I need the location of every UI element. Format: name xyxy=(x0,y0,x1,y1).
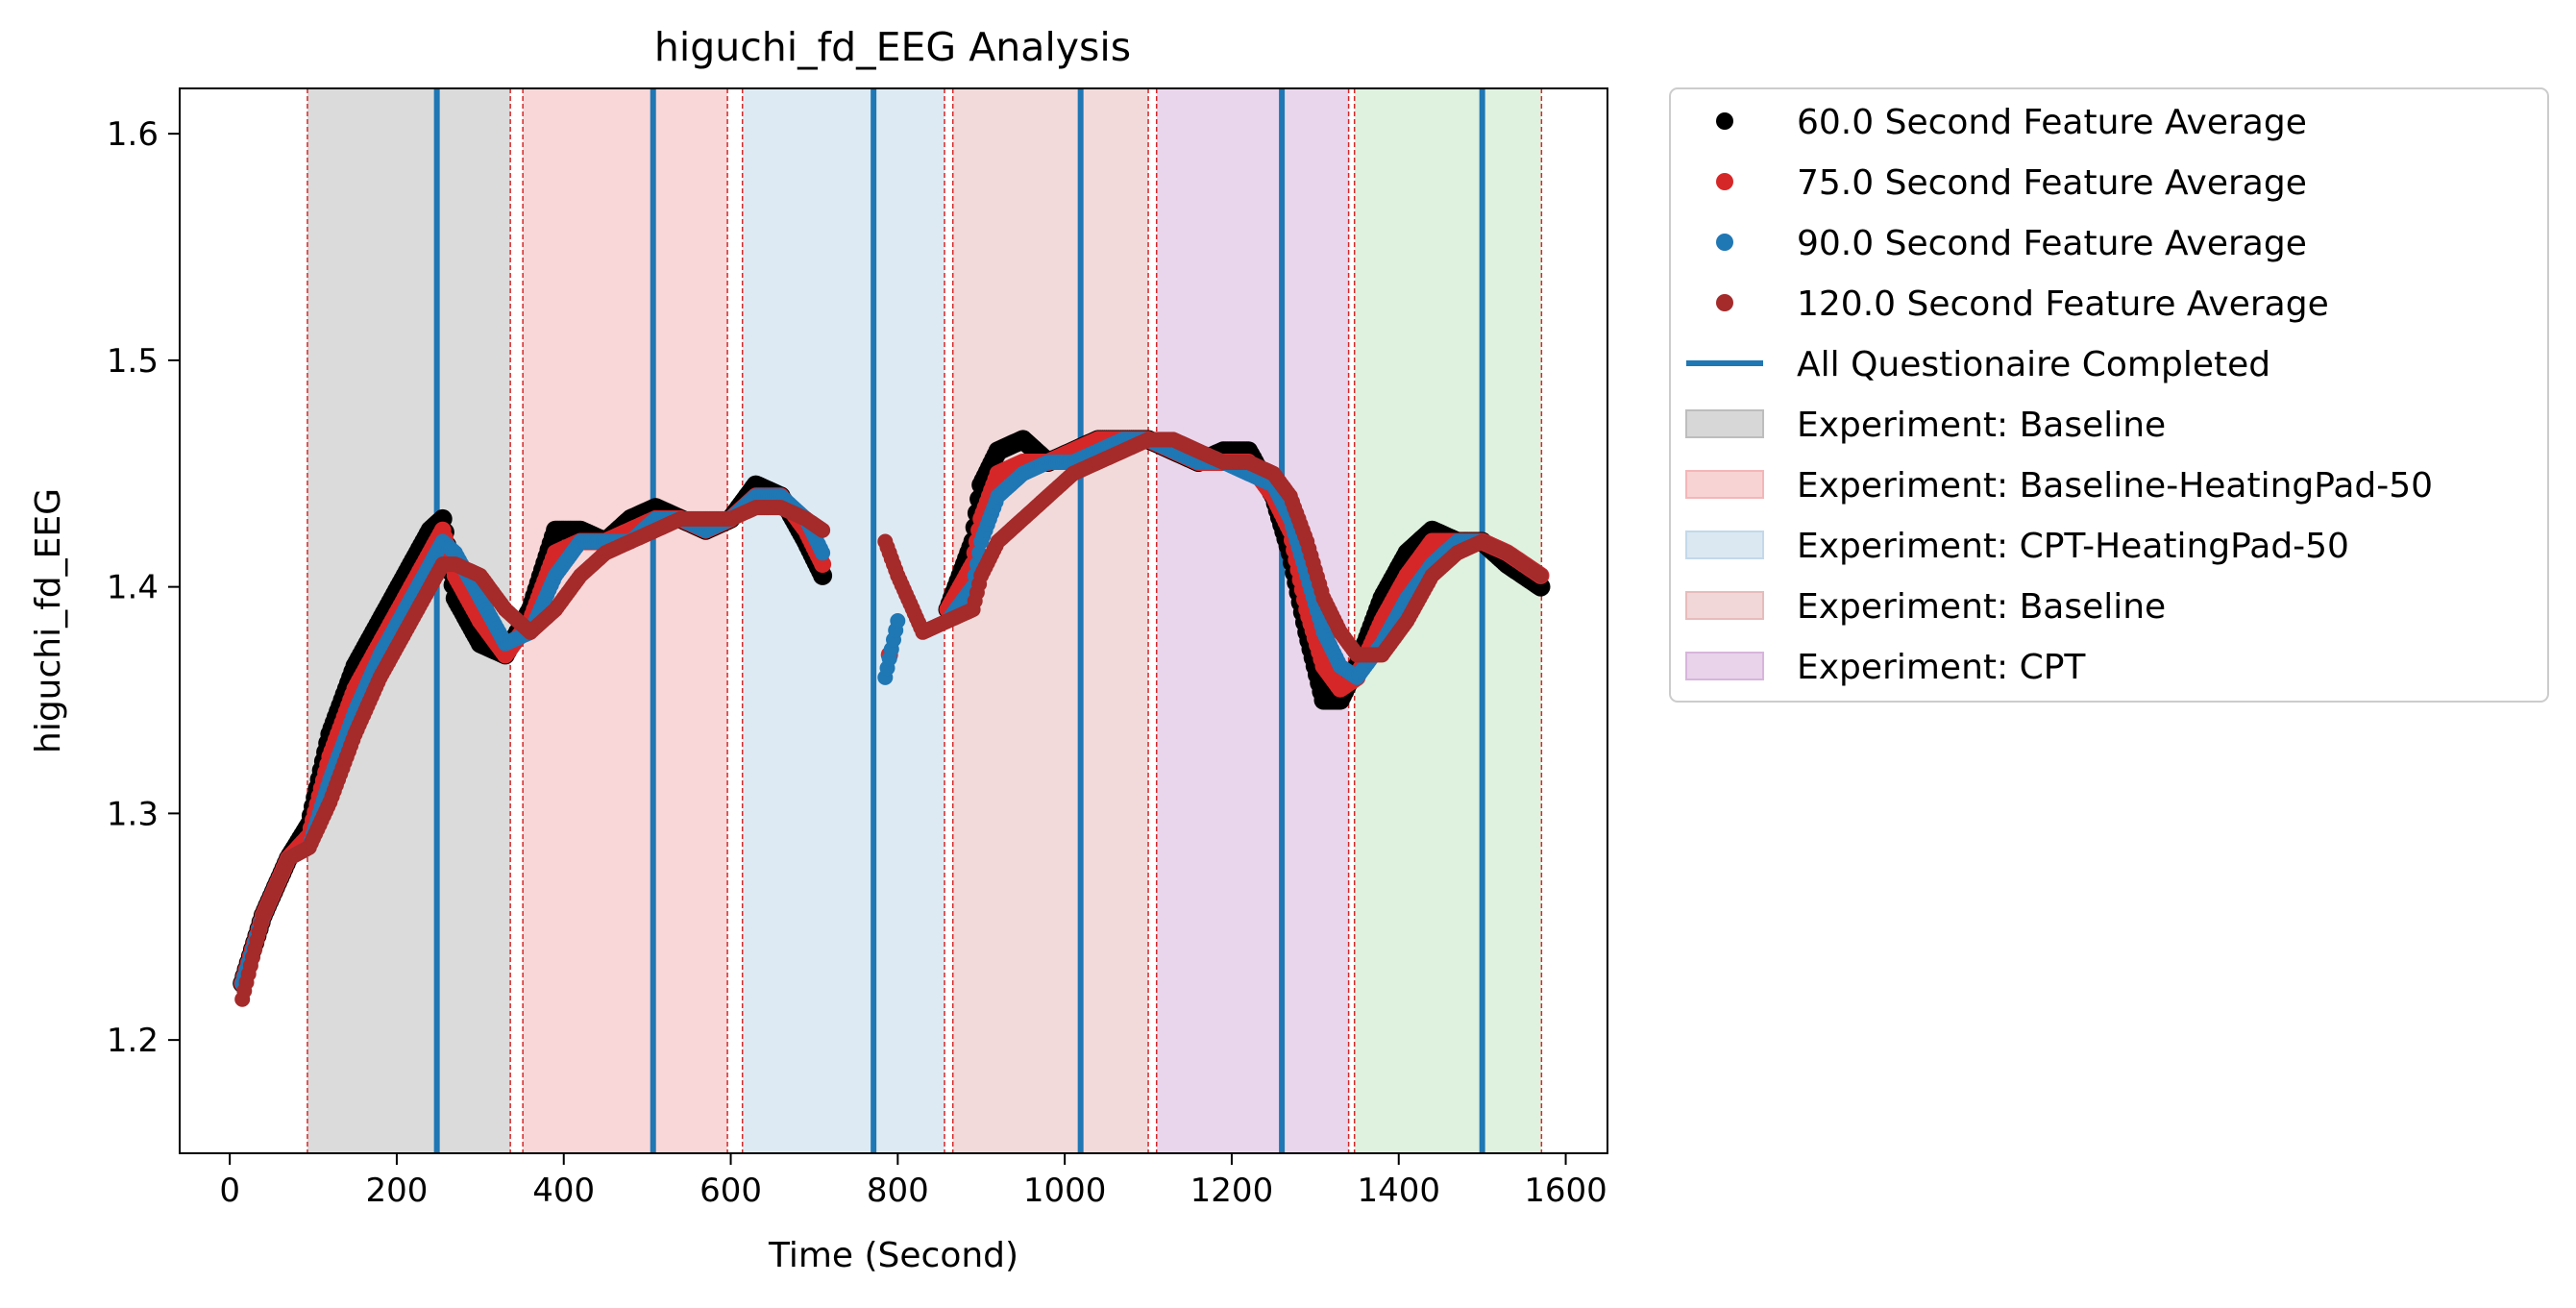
data-point xyxy=(815,522,831,538)
legend-label: Experiment: Baseline xyxy=(1797,406,2166,445)
legend-marker xyxy=(1716,234,1733,251)
x-tick-label: 600 xyxy=(699,1172,762,1210)
legend-label: Experiment: Baseline-HeatingPad-50 xyxy=(1797,466,2433,506)
x-tick-label: 1600 xyxy=(1524,1172,1607,1210)
legend-label: Experiment: CPT-HeatingPad-50 xyxy=(1797,527,2349,566)
data-point xyxy=(814,555,832,574)
series-points xyxy=(234,432,1549,1007)
x-tick-label: 1000 xyxy=(1023,1172,1107,1210)
plot-frame xyxy=(179,87,1608,1154)
data-points xyxy=(233,430,1551,1007)
legend-label: 75.0 Second Feature Average xyxy=(1797,163,2307,203)
data-point xyxy=(1533,567,1549,583)
x-tick-label: 800 xyxy=(867,1172,929,1210)
experiment-span xyxy=(952,88,1149,1153)
legend: 60.0 Second Feature Average 75.0 Second F… xyxy=(1669,87,2549,703)
x-tick-label: 400 xyxy=(532,1172,595,1210)
y-tick-label: 1.6 xyxy=(107,115,159,154)
x-axis-label: Time (Second) xyxy=(768,1236,1018,1275)
legend-marker xyxy=(1716,112,1733,130)
y-axis: 1.2 1.3 1.4 1.5 1.6 xyxy=(107,115,180,1060)
legend-patch xyxy=(1685,470,1764,499)
legend-label: Experiment: Baseline xyxy=(1797,587,2166,627)
legend-patch xyxy=(1685,409,1764,438)
legend-label: 60.0 Second Feature Average xyxy=(1797,103,2307,142)
legend-marker xyxy=(1716,173,1733,190)
legend-label: All Questionaire Completed xyxy=(1797,345,2270,384)
legend-marker xyxy=(1716,294,1733,311)
legend-frame xyxy=(1669,87,2549,703)
y-tick-label: 1.5 xyxy=(107,342,159,381)
y-tick-label: 1.3 xyxy=(107,795,159,833)
questionnaire-lines xyxy=(433,88,1485,1153)
data-point xyxy=(890,613,906,629)
x-tick-label: 200 xyxy=(365,1172,428,1210)
x-tick-label: 1200 xyxy=(1190,1172,1274,1210)
legend-patch xyxy=(1685,531,1764,559)
legend-label: 120.0 Second Feature Average xyxy=(1797,284,2329,324)
data-point xyxy=(815,545,831,561)
y-tick-label: 1.2 xyxy=(107,1022,159,1060)
x-axis: 0 200 400 600 800 1000 1200 1400 1600 xyxy=(219,1153,1607,1210)
chart-title: higuchi_fd_EEG Analysis xyxy=(654,24,1131,70)
experiment-span xyxy=(523,88,728,1153)
x-tick-label: 0 xyxy=(219,1172,240,1210)
legend-label: Experiment: CPT xyxy=(1797,648,2086,687)
legend-patch xyxy=(1685,652,1764,680)
experiment-spans xyxy=(307,88,1543,1153)
y-tick-label: 1.4 xyxy=(107,569,159,607)
x-tick-label: 1400 xyxy=(1357,1172,1440,1210)
legend-label: 90.0 Second Feature Average xyxy=(1797,224,2307,263)
y-axis-label: higuchi_fd_EEG xyxy=(29,488,68,753)
legend-patch xyxy=(1685,591,1764,620)
